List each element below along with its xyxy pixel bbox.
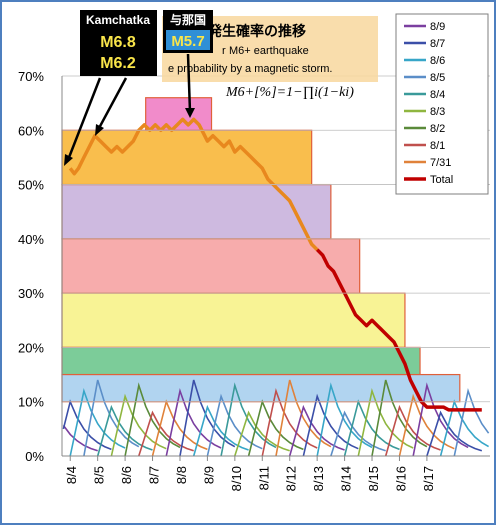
daily-line bbox=[439, 399, 490, 457]
daily-line bbox=[192, 404, 249, 457]
daily-line bbox=[398, 393, 455, 457]
yonaguni-mag-bg bbox=[166, 30, 210, 50]
arrowhead-kamchatka-2 bbox=[95, 124, 104, 136]
y-tick-label: 40% bbox=[18, 232, 44, 247]
legend-label: 7/31 bbox=[430, 157, 451, 169]
daily-line bbox=[247, 399, 304, 457]
x-tick-label: 8/8 bbox=[174, 466, 189, 484]
arrowhead-kamchatka-1 bbox=[64, 154, 73, 166]
kamchatka-mag1: M6.8 bbox=[100, 34, 136, 51]
x-tick-label: 8/7 bbox=[147, 466, 162, 484]
y-tick-label: 20% bbox=[18, 340, 44, 355]
x-axis: 8/4 8/5 8/6 8/7 8/8 8/9 8/10 8/11 8/12 8/13 8/14 8/… bbox=[62, 455, 490, 491]
legend-label: 8/9 bbox=[430, 21, 445, 33]
daily-line bbox=[62, 424, 98, 452]
daily-line bbox=[412, 382, 469, 457]
x-tick-label: 8/15 bbox=[366, 466, 381, 491]
daily-line bbox=[110, 393, 167, 457]
legend-label: 8/1 bbox=[430, 140, 445, 152]
y-tick-label: 10% bbox=[18, 395, 44, 410]
annotation-yonaguni: 与那国 M5.7 bbox=[163, 10, 213, 53]
x-tick-label: 8/10 bbox=[229, 466, 244, 491]
daily-line bbox=[261, 387, 318, 457]
subtitle-line1-prefix: r bbox=[222, 45, 226, 57]
kamchatka-label: Kamchatka bbox=[86, 13, 150, 27]
legend-label: 8/3 bbox=[430, 106, 445, 118]
arrowhead-yonaguni bbox=[185, 108, 195, 118]
band-4 bbox=[61, 292, 406, 349]
legend-label: 8/5 bbox=[430, 72, 445, 84]
daily-line bbox=[288, 404, 345, 457]
x-tick-label: 8/6 bbox=[119, 466, 134, 484]
daily-line bbox=[384, 404, 441, 457]
daily-line bbox=[138, 410, 194, 457]
y-tick-label: 0% bbox=[25, 449, 44, 464]
x-tick-label: 8/17 bbox=[421, 466, 436, 491]
arrow-kamchatka-1 bbox=[66, 77, 102, 161]
daily-line bbox=[165, 387, 222, 457]
daily-line bbox=[69, 387, 126, 457]
x-tick-label: 8/12 bbox=[284, 466, 299, 491]
x-tick-label: 8/9 bbox=[201, 466, 216, 484]
daily-line bbox=[357, 387, 414, 457]
x-tick-label: 8/16 bbox=[393, 466, 408, 491]
yonaguni-mag: M5.7 bbox=[171, 33, 204, 50]
daily-line bbox=[302, 393, 359, 457]
daily-line bbox=[124, 382, 181, 457]
y-tick-label: 50% bbox=[18, 178, 44, 193]
y-tick-label: 30% bbox=[18, 286, 44, 301]
daily-series-lines bbox=[62, 379, 490, 457]
x-tick-label: 8/11 bbox=[256, 466, 271, 490]
legend-label: 8/7 bbox=[430, 38, 445, 50]
y-tick-label: 60% bbox=[18, 123, 44, 138]
legend-label: 8/4 bbox=[430, 89, 445, 101]
kamchatka-box bbox=[80, 10, 157, 76]
arrow-kamchatka-2 bbox=[96, 77, 128, 131]
legend-label: 8/6 bbox=[430, 55, 445, 67]
x-tick-label: 8/5 bbox=[92, 466, 107, 484]
daily-line bbox=[151, 399, 208, 457]
band-2 bbox=[61, 183, 332, 240]
daily-line bbox=[179, 379, 236, 457]
daily-line bbox=[453, 387, 490, 457]
subtitle-line1: M6+ earthquake bbox=[229, 45, 309, 57]
subtitle-line2: e probability by a magnetic storm. bbox=[168, 63, 332, 75]
daily-line bbox=[330, 410, 386, 457]
x-tick-label: 8/14 bbox=[339, 466, 354, 491]
daily-line bbox=[234, 410, 290, 457]
band-5 bbox=[61, 346, 421, 376]
yonaguni-label: 与那国 bbox=[170, 13, 206, 27]
legend-label: 8/2 bbox=[430, 123, 445, 135]
probability-formula: M6+[%]=1−∏i(1−ki) bbox=[225, 85, 354, 100]
daily-line bbox=[96, 404, 153, 457]
annotation-kamchatka: Kamchatka M6.8 M6.2 bbox=[80, 10, 157, 76]
arrow-yonaguni bbox=[186, 53, 192, 113]
daily-line bbox=[83, 379, 140, 457]
daily-line bbox=[206, 393, 263, 457]
kamchatka-mag2: M6.2 bbox=[100, 55, 136, 72]
legend: 8/9 8/7 8/6 8/5 8/4 8/3 8/2 8/1 7/31 Total bbox=[395, 13, 489, 195]
daily-line bbox=[343, 399, 400, 457]
legend-label: Total bbox=[430, 174, 453, 186]
daily-line bbox=[316, 382, 373, 457]
x-tick-label: 8/13 bbox=[311, 466, 326, 491]
x-tick-label: 8/4 bbox=[64, 466, 79, 484]
daily-line bbox=[426, 410, 483, 457]
y-tick-label: 70% bbox=[18, 69, 44, 84]
total-line-early bbox=[68, 117, 319, 251]
daily-line bbox=[220, 382, 277, 457]
daily-line bbox=[371, 379, 428, 457]
daily-line bbox=[275, 379, 332, 457]
annotation-arrows bbox=[64, 53, 195, 166]
band-6 bbox=[61, 373, 461, 403]
